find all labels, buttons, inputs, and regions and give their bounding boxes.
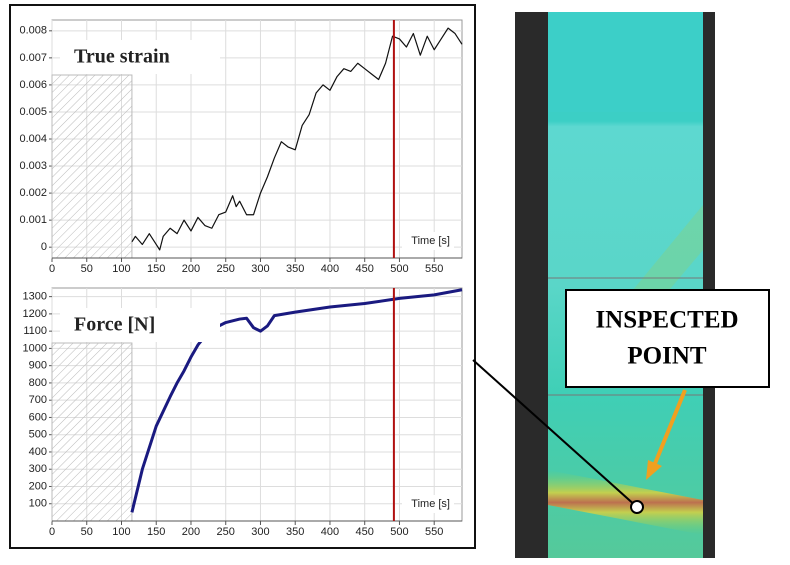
annotation: Force [N] — [74, 314, 155, 336]
x-tick-label: 350 — [286, 263, 304, 275]
x-tick-label: 50 — [81, 526, 93, 538]
x-tick-label: 550 — [425, 526, 443, 538]
x-tick-label: 450 — [356, 526, 374, 538]
shaded-region — [51, 74, 133, 259]
x-tick-label: 400 — [321, 263, 339, 275]
annotation-bg — [60, 308, 220, 342]
arrow-head — [646, 460, 662, 480]
x-tick-label: 0 — [49, 263, 55, 275]
x-tick-label: 50 — [81, 263, 93, 275]
y-tick-label: 0.002 — [19, 187, 47, 199]
callout-text: POINT — [627, 343, 707, 370]
y-tick-label: 1000 — [23, 342, 47, 354]
y-tick-label: 1100 — [23, 325, 47, 337]
x-tick-label: 500 — [390, 263, 408, 275]
y-tick-label: 0.007 — [19, 52, 47, 64]
y-tick-label: 0.008 — [19, 25, 47, 37]
x-axis-label: Time [s] — [411, 235, 450, 247]
inspected-point — [630, 500, 644, 514]
x-tick-label: 350 — [286, 526, 304, 538]
x-tick-label: 400 — [321, 526, 339, 538]
arrow — [652, 389, 687, 467]
y-tick-label: 0.005 — [19, 106, 47, 118]
callout-text: INSPECTED — [595, 307, 738, 334]
x-tick-label: 450 — [356, 263, 374, 275]
y-tick-label: 600 — [29, 411, 47, 423]
x-tick-label: 100 — [112, 263, 130, 275]
x-label-bg — [402, 232, 454, 250]
specimen-photo — [515, 12, 715, 558]
y-tick-label: 400 — [29, 446, 47, 458]
y-tick-label: 0.006 — [19, 79, 47, 91]
x-tick-label: 500 — [390, 526, 408, 538]
x-axis-label: Time [s] — [411, 498, 450, 510]
x-tick-label: 200 — [182, 263, 200, 275]
x-tick-label: 0 — [49, 526, 55, 538]
y-tick-label: 0.004 — [19, 133, 47, 145]
annotation-bg — [60, 40, 220, 74]
x-tick-label: 250 — [217, 263, 235, 275]
y-tick-label: 800 — [29, 377, 47, 389]
y-tick-label: 0 — [41, 241, 47, 253]
y-tick-label: 200 — [29, 480, 47, 492]
y-tick-label: 300 — [29, 463, 47, 475]
annotation: True strain — [74, 46, 170, 68]
y-tick-label: 1300 — [23, 291, 47, 303]
x-tick-label: 100 — [112, 526, 130, 538]
y-tick-label: 0.001 — [19, 214, 47, 226]
x-tick-label: 300 — [251, 526, 269, 538]
y-tick-label: 1200 — [23, 308, 47, 320]
x-tick-label: 300 — [251, 263, 269, 275]
y-tick-label: 100 — [29, 498, 47, 510]
data-line — [130, 288, 463, 513]
y-tick-label: 700 — [29, 394, 47, 406]
y-tick-label: 0.003 — [19, 160, 47, 172]
callout-box — [565, 289, 770, 388]
leader-line — [472, 359, 638, 508]
x-label-bg — [402, 495, 454, 513]
shaded-region — [51, 342, 133, 522]
x-tick-label: 200 — [182, 526, 200, 538]
x-tick-label: 550 — [425, 263, 443, 275]
y-tick-label: 900 — [29, 360, 47, 372]
data-line — [131, 27, 463, 251]
x-tick-label: 250 — [217, 526, 235, 538]
x-tick-label: 150 — [147, 263, 165, 275]
y-tick-label: 500 — [29, 429, 47, 441]
x-tick-label: 150 — [147, 526, 165, 538]
